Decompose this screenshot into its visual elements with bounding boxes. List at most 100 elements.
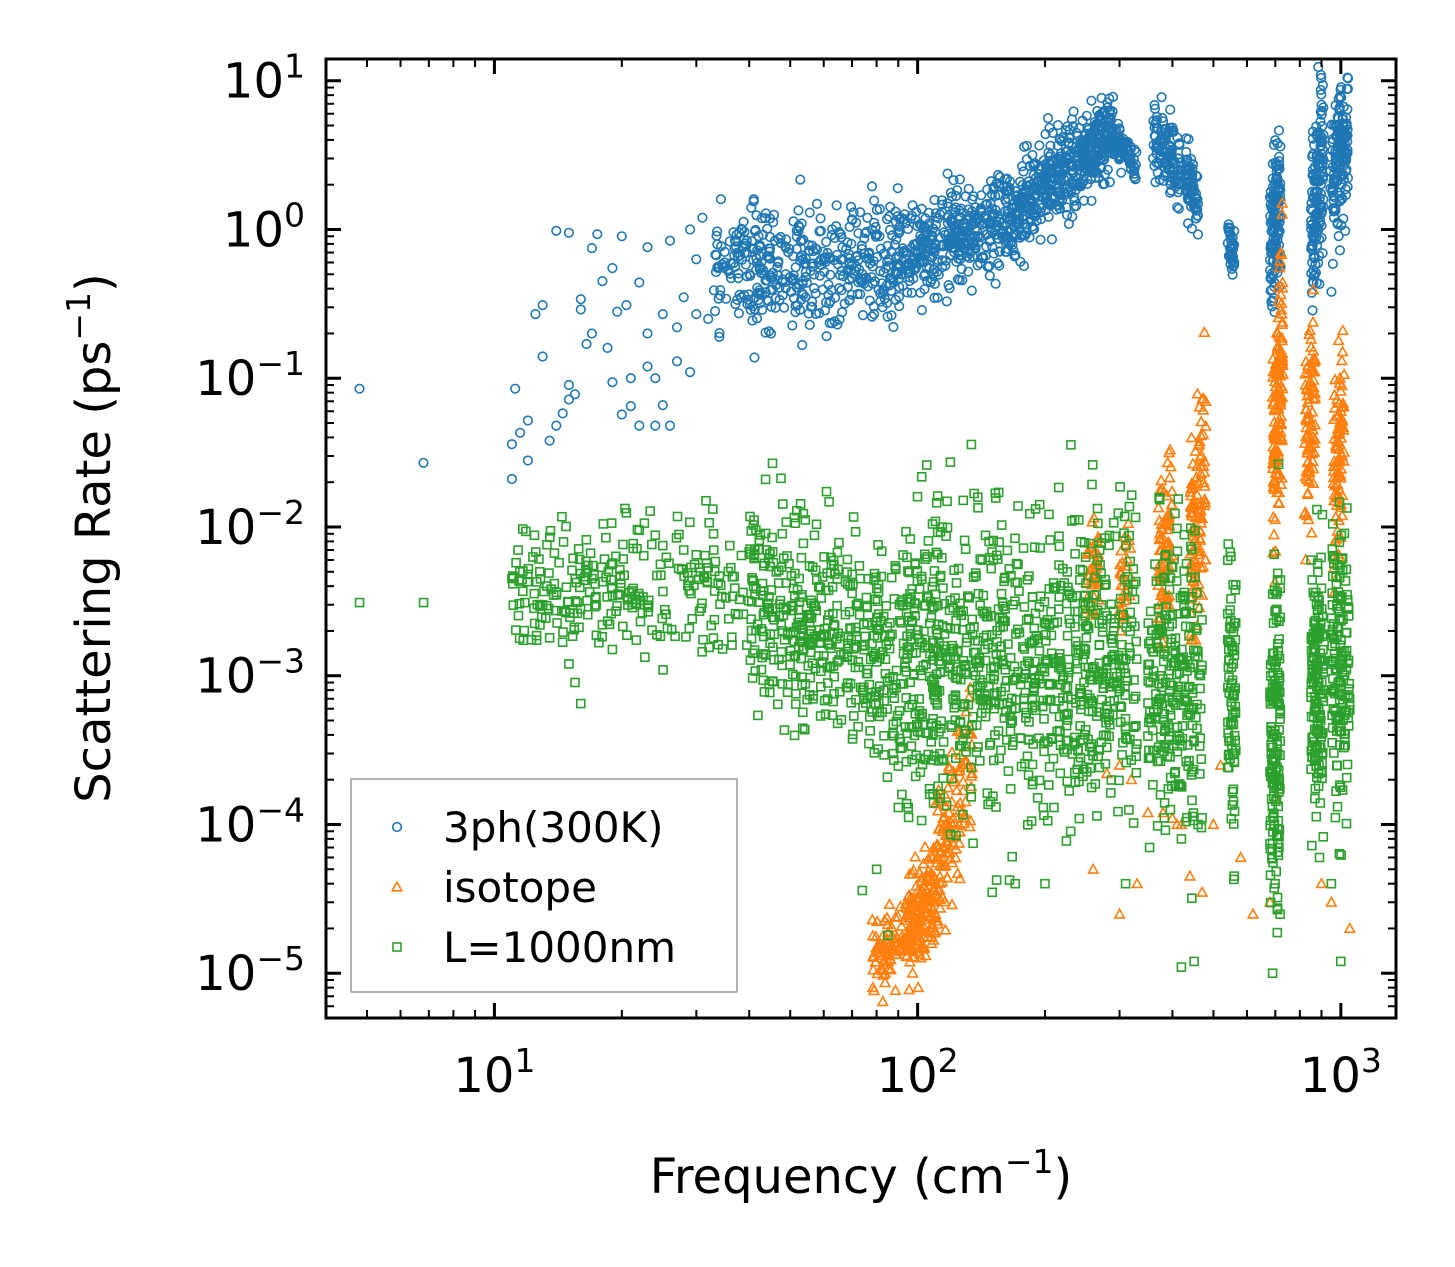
- data-point: [958, 217, 969, 228]
- data-point: [931, 850, 944, 862]
- data-point: [1187, 795, 1197, 806]
- data-point: [1087, 862, 1100, 874]
- data-point: [846, 238, 857, 249]
- data-point: [581, 534, 592, 545]
- data-point: [1207, 818, 1220, 830]
- data-point: [1182, 218, 1194, 229]
- data-point: [933, 876, 947, 888]
- data-point: [1339, 154, 1350, 165]
- data-point: [1246, 907, 1260, 919]
- data-point: [1227, 241, 1238, 252]
- data-point: [1307, 462, 1320, 474]
- data-point: [925, 850, 938, 862]
- data-point: [908, 896, 922, 908]
- data-point: [628, 538, 639, 549]
- data-point: [1342, 172, 1353, 184]
- data-point: [1111, 142, 1122, 153]
- data-point: [563, 227, 575, 238]
- data-point: [1109, 145, 1120, 156]
- data-point: [981, 229, 992, 240]
- data-point: [627, 602, 638, 613]
- data-point: [1077, 160, 1089, 171]
- data-point: [1161, 150, 1172, 162]
- data-point: [832, 600, 842, 611]
- data-point: [1198, 493, 1211, 505]
- data-point: [613, 589, 623, 599]
- data-point: [737, 242, 748, 254]
- data-point: [1271, 173, 1282, 184]
- data-point: [551, 225, 562, 236]
- data-point: [585, 548, 596, 559]
- data-point: [825, 269, 836, 281]
- data-point: [1145, 606, 1156, 617]
- data-point: [1274, 369, 1287, 381]
- data-point: [1274, 246, 1287, 258]
- data-point: [713, 639, 724, 650]
- data-point: [1053, 183, 1064, 194]
- data-point: [894, 214, 906, 225]
- data-point: [821, 331, 832, 342]
- data-point: [1267, 270, 1278, 281]
- data-point: [1035, 207, 1046, 218]
- data-point: [1305, 224, 1317, 235]
- data-point: [1316, 99, 1327, 110]
- data-point: [1336, 509, 1349, 521]
- data-point: [992, 258, 1004, 269]
- data-point: [1199, 496, 1212, 508]
- data-point: [537, 351, 548, 362]
- data-point: [952, 836, 966, 848]
- data-point: [1064, 786, 1074, 796]
- data-point: [861, 592, 872, 603]
- data-point: [836, 265, 847, 277]
- data-point: [983, 799, 993, 810]
- data-point: [765, 328, 777, 339]
- data-point: [1011, 218, 1022, 229]
- data-point: [1102, 164, 1113, 175]
- data-point: [1063, 172, 1074, 183]
- data-point: [738, 609, 749, 620]
- data-point: [1308, 352, 1322, 364]
- data-point: [951, 185, 963, 196]
- data-point: [1122, 137, 1133, 149]
- data-point: [945, 898, 959, 910]
- data-point: [1269, 466, 1282, 478]
- data-point: [624, 587, 634, 598]
- data-point: [1105, 788, 1116, 798]
- data-point: [973, 502, 983, 513]
- data-point: [729, 583, 740, 593]
- data-point: [959, 535, 970, 546]
- data-point: [803, 245, 815, 256]
- data-point: [582, 595, 592, 606]
- data-point: [963, 266, 974, 277]
- data-point: [1342, 72, 1353, 83]
- data-point: [936, 891, 949, 903]
- data-point: [1063, 158, 1074, 169]
- data-point: [1010, 249, 1021, 260]
- data-point: [795, 174, 806, 185]
- data-point: [767, 546, 778, 557]
- data-point: [1165, 484, 1179, 497]
- data-point: [1183, 134, 1194, 145]
- data-point: [1301, 442, 1315, 454]
- data-point: [565, 608, 575, 618]
- data-point: [929, 292, 940, 304]
- data-point: [883, 260, 894, 271]
- data-point: [810, 288, 821, 299]
- data-point: [1097, 154, 1109, 165]
- data-point: [862, 617, 872, 628]
- data-point: [1271, 468, 1284, 480]
- data-point: [1074, 813, 1085, 824]
- data-point: [1014, 193, 1025, 204]
- data-point: [868, 256, 879, 267]
- data-point: [698, 634, 708, 645]
- data-point: [816, 666, 826, 677]
- data-point: [601, 572, 611, 583]
- data-point: [684, 517, 695, 528]
- data-point: [1190, 213, 1202, 224]
- data-point: [1303, 323, 1317, 336]
- data-point: [917, 857, 930, 869]
- data-point: [571, 577, 582, 588]
- data-point: [819, 552, 829, 562]
- data-point: [982, 184, 993, 195]
- data-point: [1041, 183, 1052, 194]
